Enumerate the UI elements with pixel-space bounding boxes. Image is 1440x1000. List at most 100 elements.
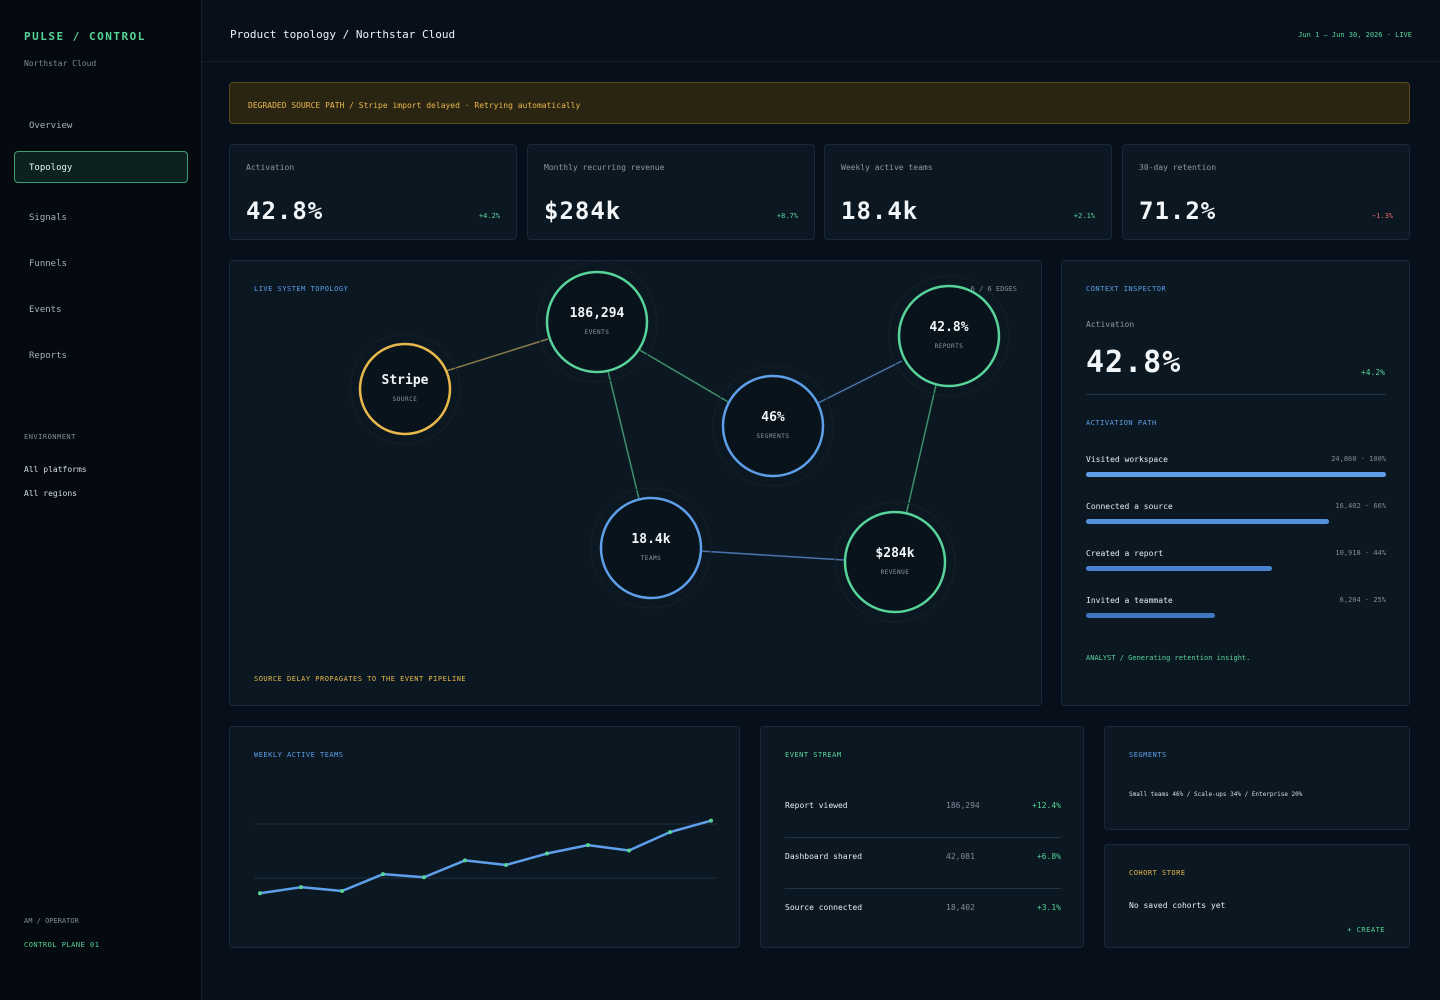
org-name: Northstar Cloud [24,59,97,68]
path-step-bar [1086,519,1329,524]
divider [785,837,1061,838]
path-step-count: 10,918 · 44% [1335,549,1386,557]
node-segments[interactable] [712,365,834,487]
segments-breakdown: Small teams 46% / Scale-ups 34% / Enterp… [1129,791,1303,798]
cohort-empty-state: No saved cohorts yet [1129,901,1226,910]
environment-regions[interactable]: All regions [24,489,77,498]
kpi-delta: +2.1% [1073,212,1095,220]
node-revenue-label: $284k REVENUE [845,546,945,576]
kpi-delta: −1.3% [1371,212,1393,220]
edge-teams-revenue [699,550,845,561]
kpi-value: 42.8% [246,197,324,225]
kpi-card-retention[interactable]: 30-day retention 71.2% −1.3% [1122,144,1410,240]
operator-label[interactable]: AM / OPERATOR [24,917,79,925]
nav-item-topology[interactable]: Topology [14,151,188,183]
create-cohort-button[interactable]: + CREATE [1347,926,1385,934]
kpi-card-weekly-teams[interactable]: Weekly active teams 18.4k +2.1% [824,144,1112,240]
data-point [668,830,672,835]
segments-title: SEGMENTS [1129,751,1167,759]
node-sub: EVENTS [584,329,610,336]
nav-item-signals[interactable]: Signals [29,213,67,223]
inspector-title: CONTEXT INSPECTOR [1086,285,1167,293]
path-step-name: Connected a source [1086,502,1173,511]
data-point [586,843,590,848]
alert-banner: DEGRADED SOURCE PATH / Stripe import del… [229,82,1410,124]
kpi-card-mrr[interactable]: Monthly recurring revenue $284k +8.7% [527,144,815,240]
nav-item-funnels[interactable]: Funnels [29,259,67,269]
path-step[interactable]: Invited a teammate 6,204 · 25% [1086,596,1386,626]
event-row[interactable]: Dashboard shared 42,081 +6.8% [785,852,1061,903]
path-step-count: 16,402 · 66% [1335,502,1386,510]
data-point [340,889,344,893]
inspector-metric-value: 42.8% [1086,345,1182,380]
kpi-card-activation[interactable]: Activation 42.8% +4.2% [229,144,517,240]
brand-logo[interactable]: PULSE / CONTROL [24,30,146,43]
node-revenue[interactable] [834,501,956,623]
event-stream-title: EVENT STREAM [785,751,842,759]
cohort-store-panel: COHORT STORE No saved cohorts yet + CREA… [1104,844,1410,948]
event-row[interactable]: Report viewed 186,294 +12.4% [785,801,1061,852]
page-title: Product topology / Northstar Cloud [230,28,456,41]
node-teams-label: 18.4k TEAMS [601,532,701,562]
kpi-value: 71.2% [1139,197,1217,225]
event-delta: +12.4% [1032,801,1061,810]
analyst-status: ANALYST / Generating retention insight. [1086,654,1251,662]
kpi-value: 18.4k [841,197,919,225]
path-step-name: Invited a teammate [1086,596,1173,605]
data-point [258,891,262,896]
path-step-bar [1086,613,1215,618]
nav-item-reports[interactable]: Reports [29,351,67,361]
event-stream-panel: EVENT STREAM Report viewed 186,294 +12.4… [760,726,1084,948]
node-stripe[interactable] [349,333,461,445]
topology-graph [349,261,1010,623]
event-delta: +6.8% [1036,852,1061,861]
node-events[interactable] [536,261,658,383]
data-point [299,885,303,890]
divider [785,888,1061,889]
node-teams[interactable] [590,487,712,609]
nav-item-overview[interactable]: Overview [29,121,73,131]
kpi-label: 30-day retention [1139,163,1217,172]
node-events-label: 186,294 EVENTS [547,306,647,336]
kpi-label: Weekly active teams [841,163,933,172]
node-sub: SEGMENTS [756,433,790,440]
topology-title: LIVE SYSTEM TOPOLOGY [254,285,349,293]
environment-platforms[interactable]: All platforms [24,465,87,474]
nav-item-events[interactable]: Events [29,305,62,315]
node-sub: REVENUE [880,569,910,576]
sidebar: PULSE / CONTROL Northstar Cloud Overview… [0,0,202,1000]
event-row[interactable]: Source connected 18,402 +3.1% [785,903,1061,954]
context-inspector: CONTEXT INSPECTOR Activation 42.8% +4.2%… [1061,260,1410,706]
node-sub: SOURCE [392,396,418,403]
path-step[interactable]: Visited workspace 24,860 · 100% [1086,455,1386,485]
node-reports[interactable] [888,275,1010,397]
data-point [504,863,508,867]
weekly-line-chart[interactable] [230,727,741,949]
edge-stripe-events [445,338,549,372]
edge-events-teams [607,370,640,500]
segments-panel[interactable]: SEGMENTS Small teams 46% / Scale-ups 34%… [1104,726,1410,830]
node-segments-label: 46% SEGMENTS [723,410,823,440]
divider [1086,394,1386,395]
node-value: 42.8% [929,320,969,335]
event-delta: +3.1% [1036,903,1061,912]
weekly-title: WEEKLY ACTIVE TEAMS [254,751,344,759]
edge-segments-reports [817,360,903,404]
date-range[interactable]: Jun 1 – Jun 30, 2026 · LIVE [1298,31,1412,39]
node-stripe-label: Stripe SOURCE [355,373,455,403]
path-step-count: 24,860 · 100% [1331,455,1386,463]
node-value: 186,294 [569,306,625,321]
path-step-name: Created a report [1086,549,1164,558]
event-count: 186,294 [946,801,980,810]
series-line [259,819,712,895]
kpi-value: $284k [544,197,622,225]
edge-reports-revenue [905,384,937,516]
path-step[interactable]: Created a report 10,918 · 44% [1086,549,1386,579]
weekly-active-teams-panel: WEEKLY ACTIVE TEAMS [229,726,740,948]
node-value: Stripe [381,373,429,388]
topology-footer: SOURCE DELAY PROPAGATES TO THE EVENT PIP… [254,675,467,683]
topology-panel: LIVE SYSTEM TOPOLOGY 6 / 6 EDGES Stripe … [229,260,1042,706]
inspector-metric-label: Activation [1086,320,1135,329]
event-name: Source connected [785,903,863,912]
path-step[interactable]: Connected a source 16,402 · 66% [1086,502,1386,532]
